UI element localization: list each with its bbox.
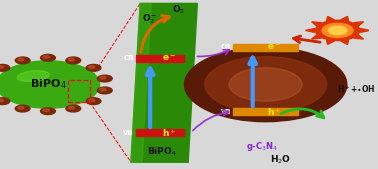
Circle shape — [0, 61, 100, 108]
Circle shape — [86, 64, 101, 71]
Text: VB: VB — [221, 109, 231, 115]
Text: VB: VB — [123, 130, 134, 136]
Text: g-C$_3$N$_4$: g-C$_3$N$_4$ — [246, 140, 278, 153]
Polygon shape — [327, 40, 335, 44]
Text: e$^-$: e$^-$ — [267, 43, 281, 52]
Polygon shape — [353, 22, 364, 26]
Circle shape — [0, 66, 4, 68]
Ellipse shape — [17, 71, 49, 81]
Circle shape — [100, 76, 106, 79]
Polygon shape — [341, 16, 349, 21]
Circle shape — [15, 105, 30, 112]
FancyBboxPatch shape — [136, 55, 184, 62]
Circle shape — [68, 106, 74, 109]
Polygon shape — [311, 35, 322, 39]
Circle shape — [66, 105, 81, 112]
Circle shape — [88, 99, 95, 102]
FancyBboxPatch shape — [233, 108, 298, 115]
Circle shape — [18, 58, 24, 61]
Circle shape — [315, 20, 360, 41]
Circle shape — [100, 88, 106, 91]
Circle shape — [43, 109, 49, 112]
Polygon shape — [353, 35, 364, 39]
Circle shape — [0, 99, 4, 102]
FancyBboxPatch shape — [136, 129, 184, 136]
FancyBboxPatch shape — [233, 44, 298, 51]
Polygon shape — [327, 16, 335, 21]
Circle shape — [68, 58, 74, 61]
Circle shape — [88, 66, 95, 68]
Text: O$_2^-$: O$_2^-$ — [142, 13, 158, 26]
Polygon shape — [341, 40, 349, 44]
Bar — [68, 80, 90, 102]
Polygon shape — [131, 3, 151, 162]
Circle shape — [205, 57, 327, 112]
Text: CB: CB — [221, 44, 231, 51]
Circle shape — [86, 98, 101, 105]
Circle shape — [43, 56, 49, 58]
Circle shape — [40, 108, 55, 115]
Text: h$^+$: h$^+$ — [267, 106, 281, 118]
Text: H$^+$+$\bullet$OH: H$^+$+$\bullet$OH — [337, 84, 375, 95]
Polygon shape — [361, 29, 370, 32]
Circle shape — [98, 75, 112, 82]
Text: h$^+$: h$^+$ — [162, 127, 177, 139]
Circle shape — [98, 87, 112, 94]
Circle shape — [322, 23, 353, 38]
Circle shape — [184, 47, 347, 122]
Circle shape — [328, 26, 347, 35]
Circle shape — [18, 106, 24, 109]
Polygon shape — [131, 3, 197, 162]
Polygon shape — [305, 29, 315, 32]
Circle shape — [66, 57, 81, 64]
Text: e$^-$: e$^-$ — [162, 54, 176, 63]
Text: BiPO$_4$: BiPO$_4$ — [147, 146, 177, 158]
Text: H$_2$O: H$_2$O — [270, 153, 291, 166]
Text: BiPO$_4$: BiPO$_4$ — [30, 78, 66, 91]
Text: CB: CB — [124, 55, 134, 61]
Circle shape — [229, 68, 302, 101]
Text: O$_2$: O$_2$ — [172, 3, 186, 16]
Circle shape — [15, 57, 30, 64]
Circle shape — [40, 54, 55, 61]
Circle shape — [0, 98, 10, 105]
Circle shape — [0, 64, 10, 71]
Polygon shape — [311, 22, 322, 26]
